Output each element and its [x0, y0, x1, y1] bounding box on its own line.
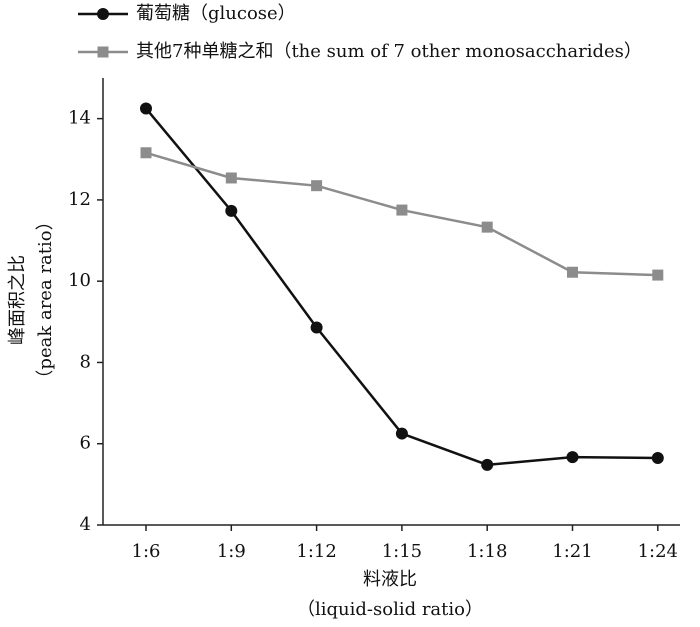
- y-tick-label: 10: [68, 270, 91, 291]
- data-point: [140, 102, 152, 115]
- data-point: [396, 204, 408, 216]
- legend-marker: [97, 46, 109, 58]
- y-axis-label: 峰面积之比: [7, 255, 28, 345]
- data-point: [651, 451, 664, 464]
- x-tick-label: 1:6: [132, 541, 161, 562]
- data-point: [310, 321, 323, 334]
- data-point: [567, 266, 578, 278]
- y-tick-label: 14: [68, 108, 91, 129]
- x-tick-label: 1:24: [638, 541, 678, 562]
- x-axis-label: （liquid-solid ratio）: [297, 599, 483, 620]
- data-point: [225, 172, 237, 184]
- data-point: [566, 451, 579, 464]
- legend-label: 其他7种单糖之和（the sum of 7 other monosacchari…: [136, 41, 642, 62]
- data-point: [225, 204, 238, 217]
- y-axis-label-group: 峰面积之比 （peak area ratio）: [7, 212, 56, 387]
- x-tick-label: 1:12: [296, 541, 336, 562]
- x-tick-label: 1:18: [467, 541, 507, 562]
- legend-marker: [97, 8, 109, 20]
- x-tick-label: 1:21: [552, 541, 592, 562]
- series-line: [145, 107, 658, 467]
- data-point: [481, 221, 493, 233]
- y-tick-label: 8: [80, 351, 91, 372]
- y-axis-label: （peak area ratio）: [35, 212, 56, 387]
- x-axis-label: 料液比: [363, 569, 417, 590]
- data-point: [481, 458, 494, 471]
- data-point: [140, 147, 152, 159]
- x-tick-label: 1:9: [217, 541, 246, 562]
- legend-label: 葡萄糖（glucose）: [136, 3, 296, 24]
- y-tick-label: 12: [68, 189, 91, 210]
- y-tick-label: 4: [80, 514, 91, 535]
- x-tick-label: 1:15: [382, 541, 422, 562]
- y-tick-label: 6: [80, 433, 91, 454]
- data-point: [395, 427, 408, 440]
- data-point: [652, 269, 664, 281]
- data-point: [311, 180, 323, 192]
